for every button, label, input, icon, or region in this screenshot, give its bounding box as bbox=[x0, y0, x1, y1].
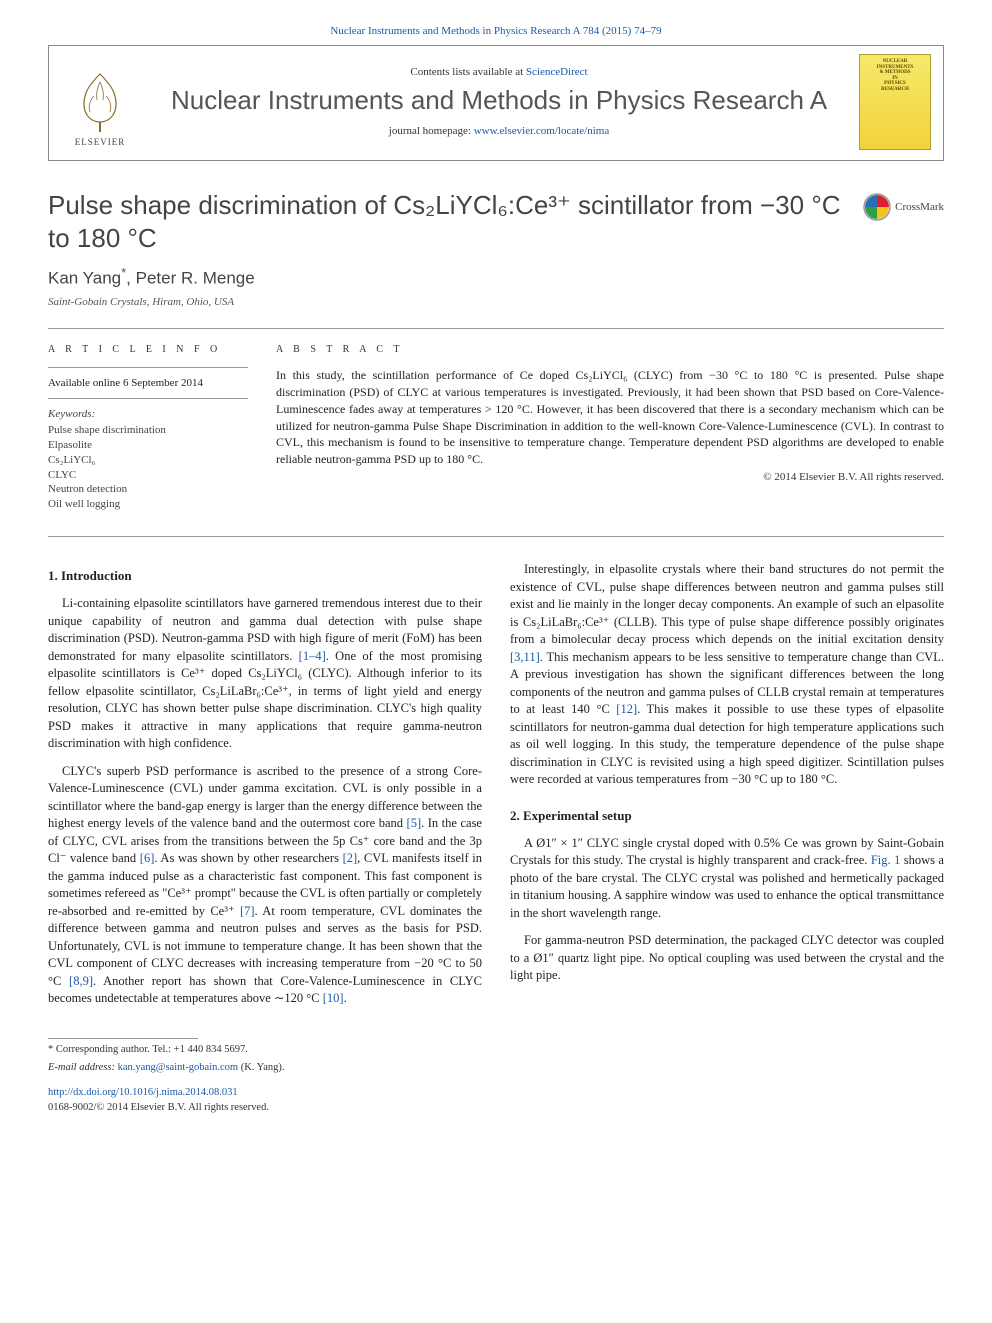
section-1-head: 1. Introduction bbox=[48, 567, 482, 585]
homepage-line: journal homepage: www.elsevier.com/locat… bbox=[151, 124, 847, 139]
ref-7[interactable]: [7] bbox=[240, 904, 255, 918]
email-label: E-mail address: bbox=[48, 1062, 118, 1073]
top-citation[interactable]: Nuclear Instruments and Methods in Physi… bbox=[48, 24, 944, 39]
ref-10[interactable]: [10] bbox=[323, 991, 344, 1005]
para-5: For gamma-neutron PSD determination, the… bbox=[510, 932, 944, 985]
elsevier-logo[interactable]: ELSEVIER bbox=[61, 56, 139, 148]
keyword-1: Elpasolite bbox=[48, 438, 248, 453]
rule-top bbox=[48, 328, 944, 329]
section-2-head: 2. Experimental setup bbox=[510, 807, 944, 825]
available-online: Available online 6 September 2014 bbox=[48, 376, 248, 391]
p2g: . bbox=[344, 991, 347, 1005]
crossmark-icon bbox=[863, 193, 891, 221]
ref-1-4[interactable]: [1–4] bbox=[299, 649, 326, 663]
contents-prefix: Contents lists available at bbox=[410, 66, 525, 78]
keyword-2: Cs₂LiYCl₆ bbox=[48, 453, 248, 468]
ref-8-9[interactable]: [8,9] bbox=[69, 974, 93, 988]
ref-3-11[interactable]: [3,11] bbox=[510, 650, 540, 664]
footnote-rule bbox=[48, 1038, 198, 1039]
sciencedirect-link[interactable]: ScienceDirect bbox=[526, 66, 588, 78]
homepage-prefix: journal homepage: bbox=[389, 125, 474, 137]
body-columns: 1. Introduction Li-containing elpasolite… bbox=[48, 561, 944, 1008]
keyword-0: Pulse shape discrimination bbox=[48, 423, 248, 438]
para-1: Li-containing elpasolite scintillators h… bbox=[48, 595, 482, 753]
keyword-5: Oil well logging bbox=[48, 497, 248, 512]
ref-5[interactable]: [5] bbox=[407, 816, 422, 830]
ref-2[interactable]: [2] bbox=[343, 851, 358, 865]
corr-footnote: * Corresponding author. Tel.: +1 440 834… bbox=[48, 1043, 944, 1058]
rule-bottom bbox=[48, 536, 944, 537]
email-footnote: E-mail address: kan.yang@saint-gobain.co… bbox=[48, 1061, 944, 1076]
article-info-heading: A R T I C L E I N F O bbox=[48, 343, 248, 357]
p1b: . One of the most promising elpasolite s… bbox=[48, 649, 482, 751]
crossmark-badge[interactable]: CrossMark bbox=[863, 193, 944, 221]
ai-divider-2 bbox=[48, 398, 248, 399]
fig-1-link[interactable]: Fig. 1 bbox=[871, 853, 900, 867]
para-3: Interestingly, in elpasolite crystals wh… bbox=[510, 561, 944, 789]
crossmark-label: CrossMark bbox=[895, 200, 944, 215]
abstract-text: In this study, the scintillation perform… bbox=[276, 367, 944, 468]
article-info: A R T I C L E I N F O Available online 6… bbox=[48, 343, 248, 512]
p2f: . Another report has shown that Core-Val… bbox=[48, 974, 482, 1006]
keyword-4: Neutron detection bbox=[48, 482, 248, 497]
article-title: Pulse shape discrimination of Cs₂LiYCl₆:… bbox=[48, 189, 847, 254]
ai-divider-1 bbox=[48, 367, 248, 368]
author-sep: , bbox=[126, 269, 135, 288]
author-2[interactable]: Peter R. Menge bbox=[136, 269, 255, 288]
para-4: A Ø1″ × 1″ CLYC single crystal doped wit… bbox=[510, 835, 944, 923]
authors: Kan Yang*, Peter R. Menge bbox=[48, 264, 944, 290]
ref-12[interactable]: [12] bbox=[616, 702, 637, 716]
p3a: Interestingly, in elpasolite crystals wh… bbox=[510, 562, 944, 646]
header-center: Contents lists available at ScienceDirec… bbox=[151, 65, 847, 140]
p2c: . As was shown by other researchers bbox=[154, 851, 342, 865]
doi-link[interactable]: http://dx.doi.org/10.1016/j.nima.2014.08… bbox=[48, 1087, 238, 1098]
journal-name: Nuclear Instruments and Methods in Physi… bbox=[151, 86, 847, 116]
issn-line: 0168-9002/© 2014 Elsevier B.V. All right… bbox=[48, 1101, 944, 1116]
email-suffix: (K. Yang). bbox=[238, 1062, 284, 1073]
abstract-copyright: © 2014 Elsevier B.V. All rights reserved… bbox=[276, 470, 944, 485]
journal-cover-thumb[interactable]: NUCLEAR INSTRUMENTS & METHODS IN PHYSICS… bbox=[859, 54, 931, 150]
affiliation: Saint-Gobain Crystals, Hiram, Ohio, USA bbox=[48, 295, 944, 310]
cover-text-5: RESEARCH bbox=[881, 87, 909, 93]
ref-6[interactable]: [6] bbox=[140, 851, 155, 865]
elsevier-tree-icon bbox=[70, 66, 130, 134]
abstract: A B S T R A C T In this study, the scint… bbox=[276, 343, 944, 512]
homepage-link[interactable]: www.elsevier.com/locate/nima bbox=[474, 125, 610, 137]
elsevier-label: ELSEVIER bbox=[75, 136, 126, 149]
para-2: CLYC's superb PSD performance is ascribe… bbox=[48, 763, 482, 1008]
doi-block: http://dx.doi.org/10.1016/j.nima.2014.08… bbox=[48, 1086, 944, 1101]
email-link[interactable]: kan.yang@saint-gobain.com bbox=[118, 1062, 238, 1073]
keyword-3: CLYC bbox=[48, 468, 248, 483]
journal-header: ELSEVIER Contents lists available at Sci… bbox=[48, 45, 944, 161]
abstract-heading: A B S T R A C T bbox=[276, 343, 944, 357]
keywords-label: Keywords: bbox=[48, 407, 248, 422]
contents-line: Contents lists available at ScienceDirec… bbox=[151, 65, 847, 80]
author-1[interactable]: Kan Yang bbox=[48, 269, 121, 288]
